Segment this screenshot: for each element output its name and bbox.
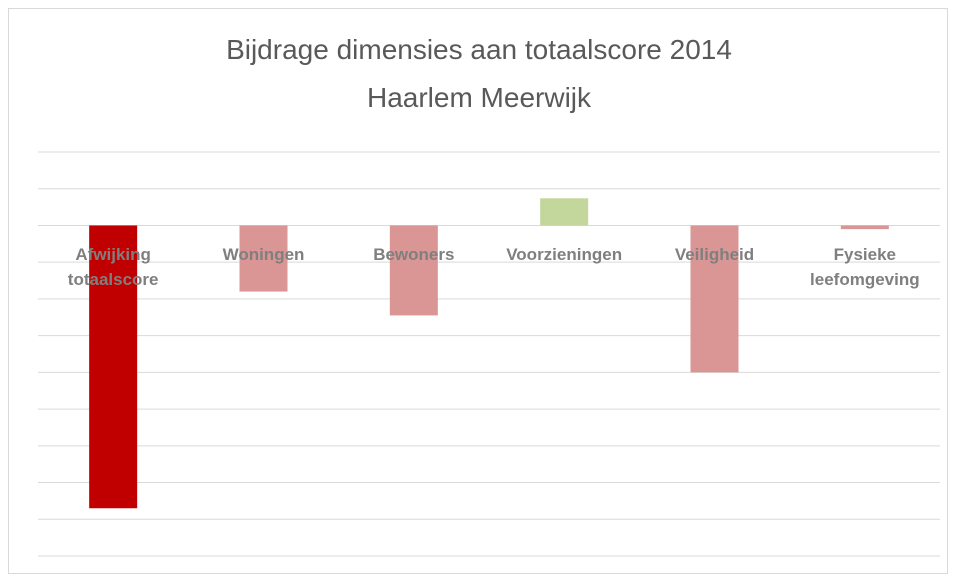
x-tick-label: Woningen (222, 245, 305, 265)
bar (840, 225, 889, 230)
x-tick-label: Fysieke leefomgeving (810, 245, 920, 290)
bar (690, 225, 739, 373)
x-tick-label: Bewoners (373, 245, 455, 265)
x-tick-label: Voorzieningen (506, 245, 623, 265)
x-tick-label: Veiligheid (674, 245, 755, 265)
chart-frame (8, 8, 948, 574)
chart-title: Bijdrage dimensies aan totaalscore 2014 (226, 34, 732, 65)
bar (389, 225, 438, 316)
bar (89, 225, 138, 509)
x-tick-label: Afwijking totaalscore (67, 245, 159, 290)
bar (239, 225, 288, 292)
chart-subtitle: Haarlem Meerwijk (366, 82, 592, 113)
bar (540, 198, 589, 226)
